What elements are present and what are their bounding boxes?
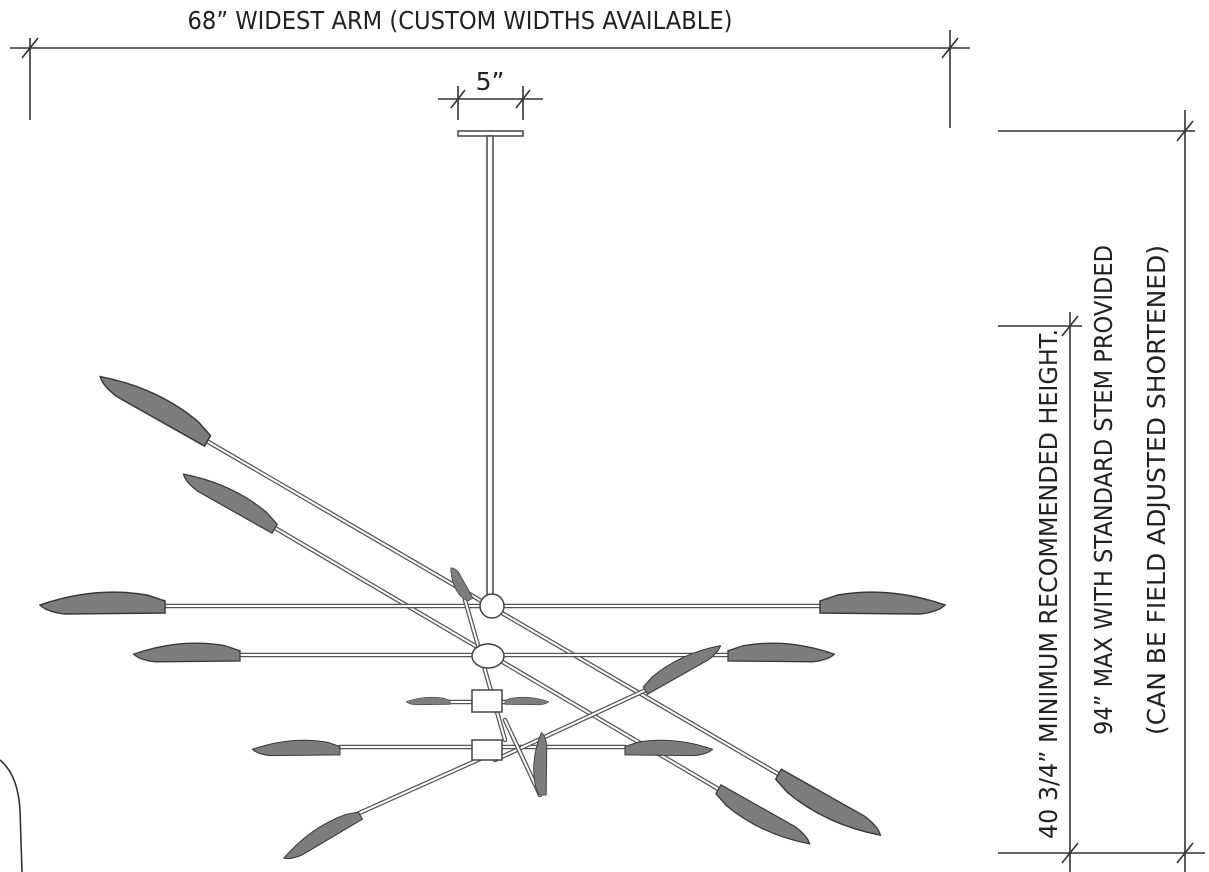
height-dimensions bbox=[998, 110, 1205, 872]
max-height-note: (CAN BE FIELD ADJUSTED SHORTENED) bbox=[1142, 245, 1171, 735]
width-dimension bbox=[10, 30, 970, 128]
edge-fragment bbox=[0, 759, 23, 872]
max-height-label: 94” MAX WITH STANDARD STEM PROVIDED bbox=[1089, 245, 1118, 735]
width-label: 68” WIDEST ARM (CUSTOM WIDTHS AVAILABLE) bbox=[188, 6, 733, 35]
canopy-dimension bbox=[438, 86, 543, 120]
min-height-label: 40 3/4” MINIMUM RECOMMENDED HEIGHT. bbox=[1034, 329, 1063, 839]
canopy-label: 5” bbox=[476, 67, 505, 96]
chandelier bbox=[39, 130, 946, 865]
